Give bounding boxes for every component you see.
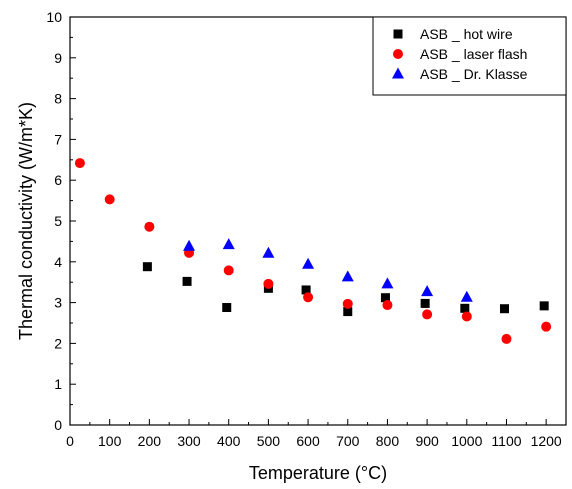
y-tick-label: 1	[54, 376, 62, 392]
y-tick-label: 5	[54, 213, 62, 229]
x-tick-label: 600	[296, 433, 320, 449]
square-point	[301, 285, 311, 295]
x-tick-label: 0	[66, 433, 74, 449]
circle-point	[104, 194, 115, 205]
x-tick-label: 700	[336, 433, 360, 449]
y-tick-label: 10	[46, 9, 62, 25]
triangle-point	[262, 246, 275, 258]
triangle-point	[341, 270, 354, 282]
legend-label: ASB _ hot wire	[420, 26, 513, 42]
x-tick-label: 1000	[451, 433, 482, 449]
x-tick-label: 500	[257, 433, 281, 449]
y-axis-ticks: 0 1 2 3 4 5 6 7 8 9 10	[46, 9, 76, 433]
x-tick-label: 1200	[531, 433, 562, 449]
x-axis-title: Temperature (°C)	[249, 463, 387, 483]
square-point	[222, 302, 232, 312]
x-tick-label: 200	[138, 433, 162, 449]
triangle-point	[381, 277, 394, 289]
y-axis-title: Thermal conductivity (W/m*K)	[16, 102, 36, 340]
triangle-point	[222, 238, 235, 250]
legend: ASB _ hot wire ASB _ laser flash ASB _ Dr.…	[372, 16, 567, 96]
square-point	[420, 298, 430, 308]
x-tick-label: 900	[415, 433, 439, 449]
x-tick-label: 1100	[491, 433, 521, 449]
circle-point	[422, 309, 433, 320]
legend-label: ASB _ Dr. Klasse	[420, 66, 528, 82]
square-point	[380, 293, 390, 303]
square-point	[142, 262, 152, 272]
y-tick-label: 3	[54, 295, 62, 311]
legend-triangle-icon	[392, 67, 404, 79]
circle-point	[342, 298, 353, 309]
y-tick-label: 4	[54, 254, 62, 270]
legend-box	[372, 16, 567, 96]
legend-square-icon	[393, 29, 403, 39]
square-point	[460, 303, 470, 313]
y-tick-label: 6	[54, 172, 62, 188]
y-tick-label: 9	[54, 50, 62, 66]
legend-circle-icon	[393, 49, 403, 59]
legend-label: ASB _ laser flash	[420, 46, 527, 62]
circle-point	[382, 300, 393, 311]
triangle-point	[460, 290, 473, 302]
circle-point	[461, 311, 472, 322]
x-tick-label: 800	[376, 433, 400, 449]
plot-frame	[69, 16, 567, 426]
circle-point	[501, 333, 512, 344]
square-point	[539, 301, 549, 311]
x-tick-label: 400	[217, 433, 241, 449]
x-tick-label: 300	[177, 433, 201, 449]
square-point	[343, 307, 353, 317]
triangle-point	[183, 239, 196, 251]
x-axis-ticks: 0 100 200 300 400 500 600 700 800 900 1000 1100 1200	[66, 419, 562, 449]
circle-point	[144, 221, 155, 232]
y-tick-label: 2	[54, 335, 62, 351]
square-point	[182, 276, 192, 286]
y-tick-label: 0	[54, 417, 62, 433]
square-point	[499, 304, 509, 314]
data-points	[74, 158, 552, 344]
circle-point	[223, 265, 234, 276]
circle-point	[303, 292, 314, 303]
triangle-point	[302, 257, 315, 269]
circle-point	[541, 321, 552, 332]
circle-point	[74, 158, 85, 169]
y-tick-label: 7	[54, 131, 62, 147]
x-tick-label: 100	[98, 433, 122, 449]
triangle-point	[421, 285, 434, 297]
circle-point	[263, 278, 274, 289]
y-tick-label: 8	[54, 91, 62, 107]
